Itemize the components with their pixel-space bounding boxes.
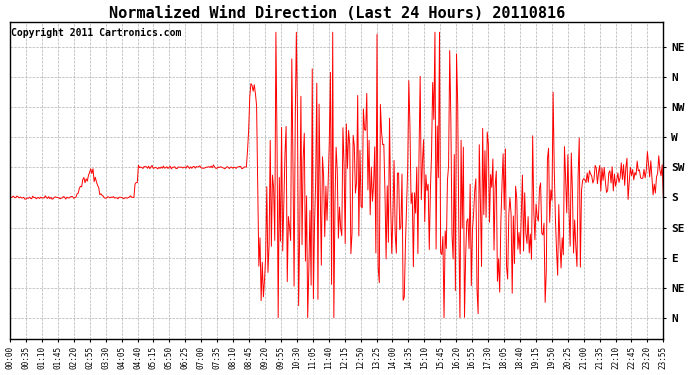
Title: Normalized Wind Direction (Last 24 Hours) 20110816: Normalized Wind Direction (Last 24 Hours… [108, 6, 565, 21]
Text: Copyright 2011 Cartronics.com: Copyright 2011 Cartronics.com [11, 28, 181, 38]
